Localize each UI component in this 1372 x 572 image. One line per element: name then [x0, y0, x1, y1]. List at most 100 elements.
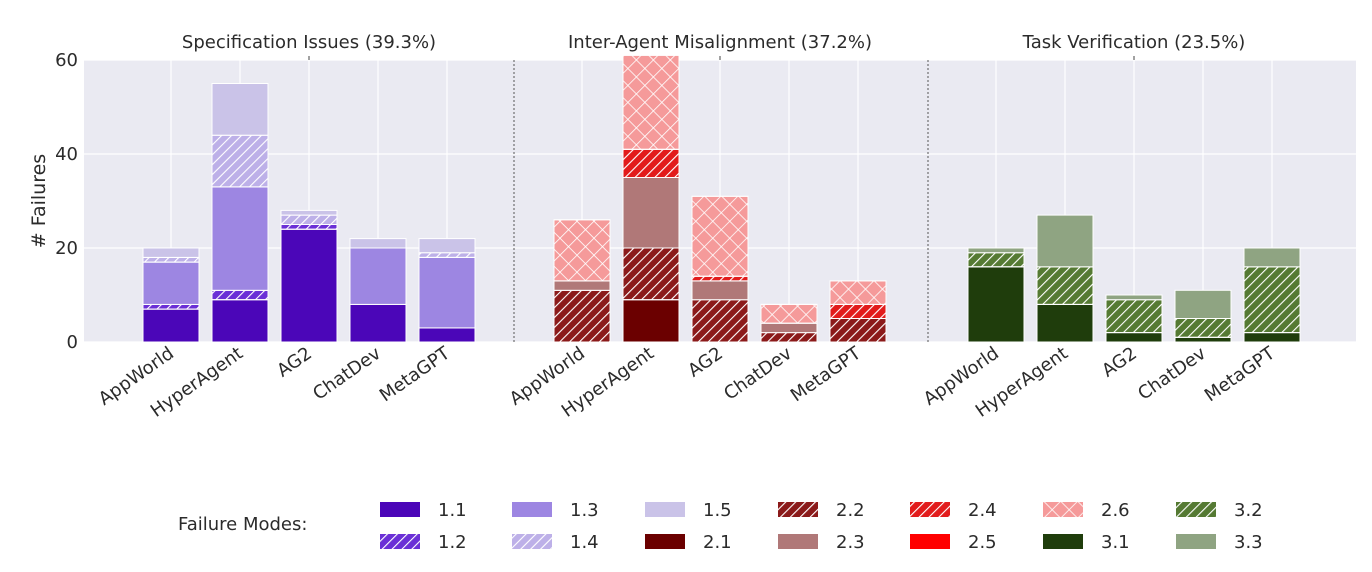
x-tick-label: AG2	[273, 343, 316, 382]
x-tick-label: MetaGPT	[787, 342, 866, 406]
plot-area: 0 20 40 60 # Failures Specification Issues (3…	[28, 32, 1356, 422]
bar-hatch-1.4	[280, 214, 338, 226]
legend-hatch-2.2	[778, 502, 818, 517]
panel-title: Inter-Agent Misalignment (37.2%)	[568, 32, 872, 53]
bar-segment-1.3	[349, 247, 407, 305]
x-tick-label: ChatDev	[720, 343, 796, 405]
legend-label-3.2: 3.2	[1234, 500, 1263, 521]
bar-segment-1.1	[280, 228, 338, 343]
bar-segment-2.3	[691, 280, 749, 301]
bar-hatch-1.2	[280, 224, 338, 230]
legend-swatch-2.3	[778, 534, 818, 549]
bar-hatch-2.4	[622, 148, 680, 179]
bar-segment-3.3	[1036, 214, 1094, 268]
bar-segment-3.3	[1174, 289, 1232, 319]
bar-segment-1.1	[211, 299, 269, 343]
legend: Failure Modes: 1.1 1.3 1.5 2.2 2.4 2.6 3.2 1.2 1…	[178, 500, 1263, 553]
legend-hatch-2.4	[910, 502, 950, 517]
bar-segment-1.3	[211, 186, 269, 291]
panel-title: Task Verification (23.5%)	[1022, 32, 1246, 53]
bar-hatch-1.4	[142, 256, 200, 263]
x-tick-label: AG2	[1098, 343, 1141, 382]
legend-label-3.3: 3.3	[1234, 532, 1263, 553]
x-tick-label: MetaGPT	[1201, 342, 1280, 406]
legend-swatch-2.1	[645, 534, 685, 549]
legend-label-1.3: 1.3	[570, 500, 599, 521]
bar-segment-3.1	[1036, 303, 1094, 343]
legend-label-2.4: 2.4	[968, 500, 997, 521]
legend-label-1.2: 1.2	[438, 532, 467, 553]
bar-segment-3.3	[967, 247, 1025, 254]
legend-swatch-1.5	[645, 502, 685, 517]
legend-title: Failure Modes:	[178, 514, 307, 535]
bar-hatch-2.6	[760, 303, 818, 324]
bar-hatch-2.6	[553, 219, 611, 282]
bar-segment-1.1	[418, 327, 476, 343]
bar-segment-1.5	[211, 83, 269, 136]
bar-hatch-2.2	[553, 289, 611, 343]
bar-segment-3.3	[1243, 247, 1301, 268]
bar-hatch-1.4	[418, 252, 476, 258]
bar-hatch-3.2	[1105, 299, 1163, 334]
bar-segment-1.5	[280, 209, 338, 216]
bar-segment-1.1	[142, 308, 200, 343]
panel-title: Specification Issues (39.3%)	[182, 32, 436, 53]
y-tick-label: 20	[55, 238, 78, 259]
bar-hatch-2.2	[829, 318, 887, 343]
bar-hatch-3.2	[1036, 266, 1094, 305]
bar-hatch-3.2	[967, 252, 1025, 268]
legend-label-2.5: 2.5	[968, 532, 997, 553]
bar-hatch-2.4	[829, 303, 887, 319]
legend-swatch-2.5	[910, 534, 950, 549]
x-tick-label: ChatDev	[1134, 343, 1210, 405]
legend-swatch-1.1	[380, 502, 420, 517]
legend-hatch-1.2	[380, 534, 420, 549]
legend-label-2.2: 2.2	[836, 500, 865, 521]
bar-segment-1.5	[418, 238, 476, 254]
bar-hatch-2.2	[760, 332, 818, 343]
bar-hatch-2.6	[829, 280, 887, 305]
bar-segment-1.3	[418, 256, 476, 329]
bar-hatch-2.6	[622, 54, 680, 150]
bar-segment-1.5	[142, 247, 200, 258]
bar-segment-3.1	[1174, 336, 1232, 343]
bar-hatch-3.2	[1174, 318, 1232, 338]
bar-hatch-1.2	[211, 289, 269, 301]
y-tick-label: 60	[55, 50, 78, 71]
x-tick-label: AG2	[684, 343, 727, 382]
bar-segment-2.3	[760, 322, 818, 334]
bar-hatch-2.2	[622, 247, 680, 301]
bar-segment-3.3	[1105, 294, 1163, 301]
legend-hatch-3.2	[1176, 502, 1216, 517]
bar-segment-1.3	[142, 261, 200, 305]
bar-hatch-2.4	[691, 275, 749, 282]
bar-segment-1.1	[349, 303, 407, 343]
legend-swatch-3.1	[1043, 534, 1083, 549]
x-tick-label: ChatDev	[309, 343, 385, 405]
legend-label-1.4: 1.4	[570, 532, 599, 553]
bar-segment-2.3	[622, 177, 680, 249]
bar-hatch-3.2	[1243, 266, 1301, 334]
bar-segment-1.5	[349, 238, 407, 249]
legend-swatch-1.3	[512, 502, 552, 517]
bar-segment-3.1	[1105, 332, 1163, 343]
x-tick-label: MetaGPT	[376, 342, 455, 406]
bar-hatch-2.6	[691, 195, 749, 277]
y-axis-label: # Failures	[28, 154, 50, 248]
bar-segment-3.1	[967, 266, 1025, 343]
legend-label-2.6: 2.6	[1101, 500, 1130, 521]
legend-label-1.1: 1.1	[438, 500, 467, 521]
legend-label-2.1: 2.1	[703, 532, 732, 553]
legend-hatch-2.6	[1043, 502, 1083, 517]
bar-hatch-1.4	[211, 134, 269, 188]
legend-label-1.5: 1.5	[703, 500, 732, 521]
legend-hatch-1.4	[512, 534, 552, 549]
bar-hatch-2.2	[691, 299, 749, 343]
bar-segment-2.1	[622, 299, 680, 343]
bar-segment-2.3	[553, 280, 611, 291]
bar-segment-3.1	[1243, 332, 1301, 343]
legend-label-2.3: 2.3	[836, 532, 865, 553]
y-tick-label: 0	[67, 332, 78, 353]
